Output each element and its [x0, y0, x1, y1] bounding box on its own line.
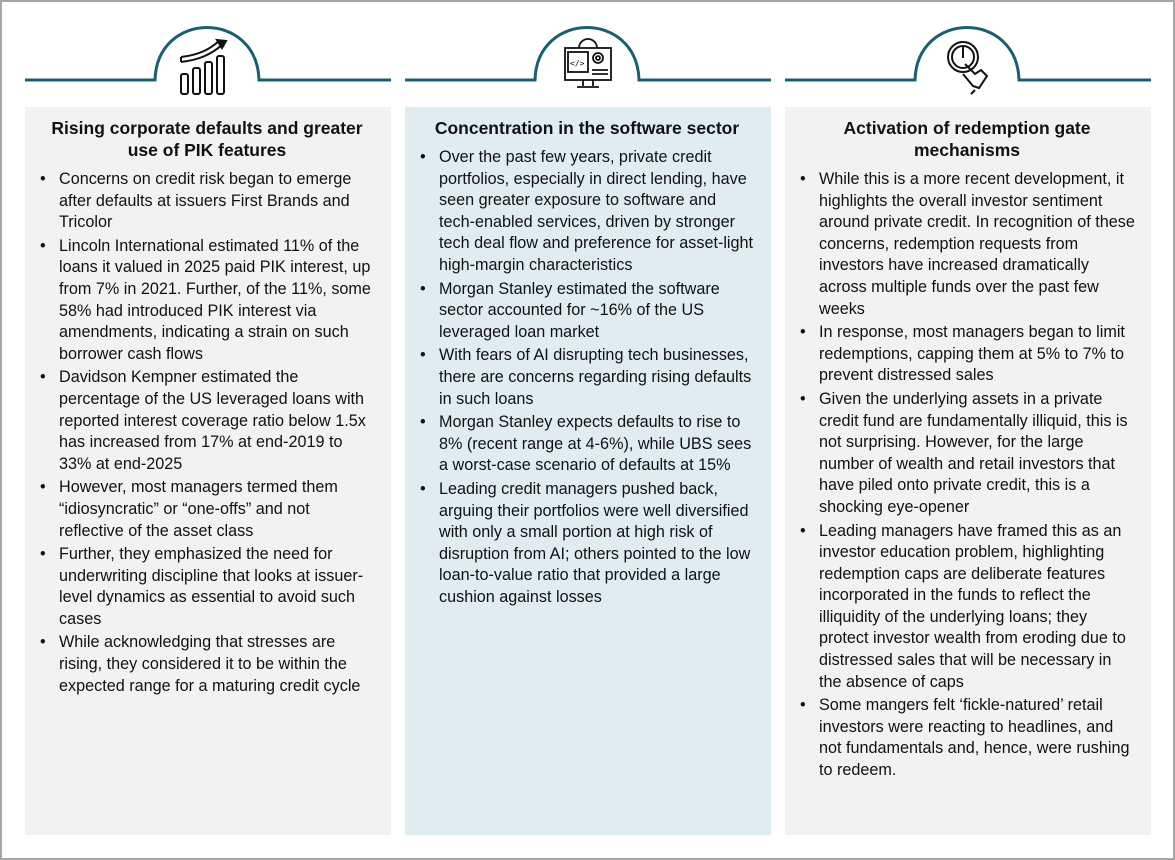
- bullet-item: Lincoln International estimated 11% of t…: [39, 236, 375, 366]
- bullet-list: While this is a more recent development,…: [799, 169, 1135, 782]
- bullet-item: Concerns on credit risk began to emerge …: [39, 169, 375, 234]
- column-title: Activation of redemption gate mechanisms: [843, 118, 1091, 160]
- bullet-item: Further, they emphasized the need for un…: [39, 544, 375, 630]
- software-monitor-gear-icon: </>: [553, 30, 623, 100]
- column-header-arc: [25, 0, 391, 106]
- bullet-item: Given the underlying assets in a private…: [799, 389, 1135, 519]
- bullet-item: Davidson Kempner estimated the percentag…: [39, 367, 375, 475]
- bullet-item: Morgan Stanley estimated the software se…: [419, 279, 755, 344]
- column-title: Concentration in the software sector: [434, 118, 740, 138]
- bullet-item: While acknowledging that stresses are ri…: [39, 632, 375, 697]
- bullet-item: Morgan Stanley expects defaults to rise …: [419, 412, 755, 477]
- column-panel: Activation of redemption gate mechanisms…: [785, 107, 1151, 835]
- bullet-item: While this is a more recent development,…: [799, 169, 1135, 320]
- bullet-item: In response, most managers began to limi…: [799, 322, 1135, 387]
- column-title: Rising corporate defaults and greater us…: [51, 118, 363, 160]
- column-panel: Rising corporate defaults and greater us…: [25, 107, 391, 835]
- bar-chart-growth-icon: [173, 30, 243, 100]
- hand-power-button-icon: [933, 30, 1003, 100]
- bullet-item: With fears of AI disrupting tech busines…: [419, 345, 755, 410]
- bullet-list: Concerns on credit risk began to emerge …: [39, 169, 375, 697]
- bullet-item: Leading managers have framed this as an …: [799, 521, 1135, 694]
- column-header-arc: </>: [405, 0, 771, 106]
- column-header-arc: [785, 0, 1151, 106]
- bullet-item: Leading credit managers pushed back, arg…: [419, 479, 755, 609]
- column-panel: Concentration in the software sector Ove…: [405, 107, 771, 835]
- bullet-item: However, most managers termed them “idio…: [39, 477, 375, 542]
- bullet-item: Some mangers felt ‘fickle-natured’ retai…: [799, 695, 1135, 781]
- bullet-item: Over the past few years, private credit …: [419, 147, 755, 277]
- svg-text:</>: </>: [570, 59, 585, 68]
- bullet-list: Over the past few years, private credit …: [419, 147, 755, 608]
